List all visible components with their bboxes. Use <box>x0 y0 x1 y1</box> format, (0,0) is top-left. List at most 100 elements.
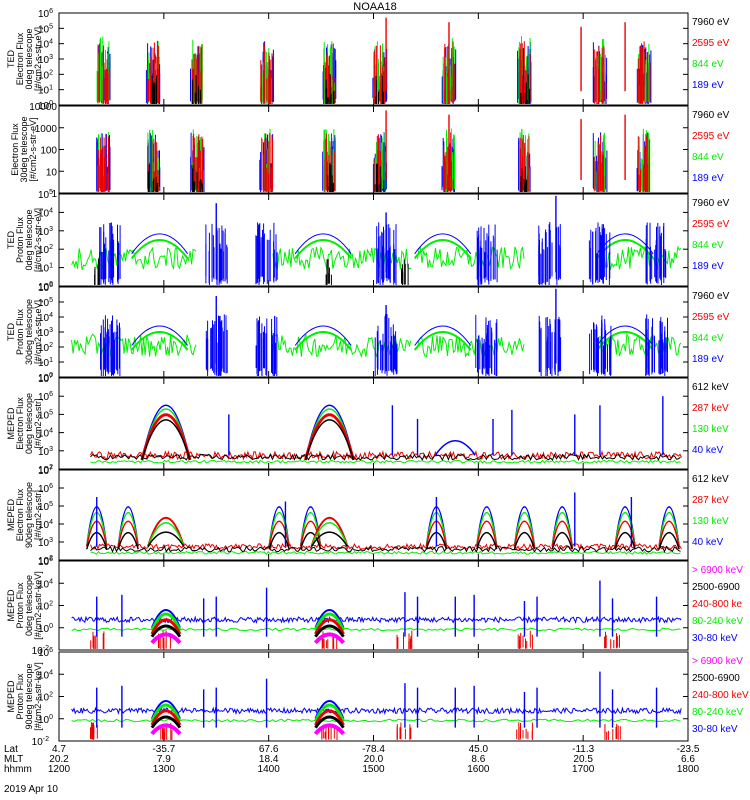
flux-arc <box>150 624 182 638</box>
hhmm-tick-label: 1500 <box>362 764 385 775</box>
y-axis-label: MEPED <box>6 589 16 622</box>
legend-entry: 844 eV <box>692 59 724 70</box>
legend-entry: 2500-6900 <box>692 673 740 684</box>
flux-arc <box>150 632 182 645</box>
hhmm-tick-label: 1700 <box>572 764 595 775</box>
legend-entry: 612 keV <box>692 474 729 485</box>
flux-arc <box>596 325 654 346</box>
flux-arc <box>551 531 573 550</box>
y-axis-label: TED <box>6 49 16 68</box>
mlt-tick-label: 7.9 <box>157 754 171 765</box>
legend-entry: 2595 eV <box>692 312 730 323</box>
flux-baseline <box>90 545 681 554</box>
flux-baseline <box>417 334 525 358</box>
flux-arc <box>314 715 345 729</box>
y-axis-label: MEPED <box>6 680 16 713</box>
legend-entry: 189 eV <box>692 80 724 91</box>
flux-arc <box>150 709 182 726</box>
flux-arc <box>299 511 322 547</box>
y-axis-label: Proton Flux <box>15 582 25 629</box>
lat-tick-label: -35.7 <box>152 744 175 755</box>
flux-arc <box>268 511 290 547</box>
flux-baseline <box>71 333 197 357</box>
flux-arc <box>141 419 191 461</box>
y-axis-label: TED <box>6 322 16 341</box>
y-tick-label: 106 <box>38 556 53 568</box>
flux-arc <box>268 520 290 547</box>
flux-arc <box>299 531 322 550</box>
flux-arc <box>658 531 680 550</box>
flux-arc <box>294 239 352 260</box>
flux-arc <box>310 531 349 547</box>
flux-arc <box>314 618 345 635</box>
flux-arc <box>117 520 139 547</box>
lat-tick-label: 67.6 <box>259 744 279 755</box>
y-tick-label: 1000 <box>35 124 58 135</box>
y-axis-label: 30deg telescope <box>24 299 34 365</box>
hhmm-tick-label: 1600 <box>467 764 490 775</box>
hhmm-tick-label: 1400 <box>258 764 281 775</box>
flux-arc <box>150 723 182 736</box>
flux-arc <box>146 516 185 547</box>
lat-tick-label: -78.4 <box>362 744 385 755</box>
time-axis-row-label: hhmm <box>4 764 32 775</box>
hhmm-tick-label: 1800 <box>677 764 700 775</box>
legend-entry: 240-800 keV <box>692 690 749 701</box>
flux-arc <box>313 723 346 736</box>
y-tick-label: 106 <box>38 8 53 20</box>
flux-arc <box>294 233 352 255</box>
y-axis-label: 0deg telescope <box>24 28 34 89</box>
y-tick-label: 10-2 <box>32 736 49 748</box>
flux-arc <box>413 239 472 260</box>
legend-entry: 189 eV <box>692 354 724 365</box>
flux-baseline <box>90 550 681 555</box>
y-axis-label: 90deg telescope <box>24 482 34 548</box>
legend-entry: 2595 eV <box>692 219 730 230</box>
flux-arc <box>130 331 189 351</box>
flux-arc <box>310 522 349 547</box>
y-axis-label: [#/cm2-s-str] <box>33 490 43 540</box>
flux-arc <box>414 233 472 255</box>
flux-arc <box>150 715 182 729</box>
legend-entry: 40 keV <box>692 537 723 548</box>
flux-baseline <box>71 718 681 723</box>
y-axis-label: 90deg telescope <box>24 663 34 729</box>
flux-arc <box>294 331 352 351</box>
mlt-tick-label: 20.0 <box>364 754 384 765</box>
y-tick-label: 106 <box>38 282 53 294</box>
panel-data <box>85 492 682 555</box>
flux-arc <box>658 511 680 547</box>
flux-arc <box>513 511 536 547</box>
legend-entry: 844 eV <box>692 333 724 344</box>
flux-arc <box>310 516 349 547</box>
flux-arc <box>304 419 355 461</box>
legend-entry: 80-240 keV <box>692 616 743 627</box>
flux-arc <box>596 233 654 255</box>
flux-arc <box>414 325 472 346</box>
y-tick-label: 10 <box>46 167 58 178</box>
lat-tick-label: -23.5 <box>677 744 700 755</box>
flux-arc <box>304 413 355 461</box>
hhmm-tick-label: 1300 <box>153 764 176 775</box>
flux-arc <box>130 239 189 260</box>
lat-tick-label: -11.3 <box>572 744 594 755</box>
mlt-tick-label: 6.6 <box>681 754 695 765</box>
y-tick-label: 10000 <box>29 102 57 113</box>
legend-entry: 80-240 keV <box>692 707 743 718</box>
legend-entry: 7960 eV <box>692 198 730 209</box>
y-axis-label: Proton Flux <box>15 673 25 720</box>
flux-arc <box>150 612 182 632</box>
y-axis-label: [#/cm2-s-str-keV] <box>33 571 43 640</box>
lat-tick-label: 45.0 <box>469 744 489 755</box>
flux-baseline <box>599 245 682 271</box>
footer-date: 2019 Apr 10 <box>4 784 58 795</box>
panel-frame <box>58 469 689 561</box>
flux-arc <box>513 520 536 547</box>
y-axis-label: [#/cm2-s-str-eV] <box>33 27 43 91</box>
legend-entry: 40 keV <box>692 445 723 456</box>
y-axis-label: Electron Flux <box>15 397 25 450</box>
